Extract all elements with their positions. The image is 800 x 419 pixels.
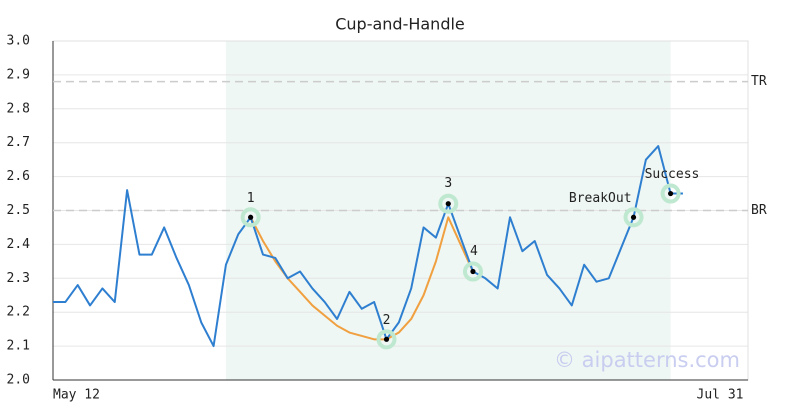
y-tick-label: 2.2	[7, 305, 30, 320]
annotation-dot	[445, 201, 451, 207]
annotation-halo	[462, 261, 483, 282]
y-tick-label: 2.6	[7, 169, 30, 184]
annotation-label: 4	[470, 244, 478, 259]
annotation-halo	[438, 193, 459, 214]
x-tick-label: Jul 31	[697, 388, 744, 403]
y-tick-label: 2.1	[7, 339, 30, 354]
annotation-label: 2	[383, 313, 391, 328]
y-tick-label: 2.3	[7, 271, 30, 286]
x-tick-label: May 12	[53, 388, 100, 403]
annotation-dot	[667, 190, 674, 197]
annotation-halo	[376, 329, 397, 350]
level-label: TR	[751, 74, 767, 89]
y-tick-label: 2.0	[7, 373, 30, 388]
series-line	[53, 145, 683, 348]
annotation-dot	[383, 336, 390, 342]
y-tick-label: 2.8	[7, 101, 30, 116]
y-tick-label: 2.5	[7, 203, 30, 218]
annotation-label: 1	[247, 191, 255, 206]
y-tick-label: 2.4	[7, 237, 31, 252]
chart-title: Cup-and-Handle	[335, 15, 465, 34]
annotation-dot	[630, 214, 637, 220]
annotation-label: BreakOut	[569, 191, 632, 206]
y-tick-label: 2.9	[7, 67, 30, 82]
watermark: © aipatterns.com	[554, 348, 740, 372]
annotation-label: Success	[645, 167, 700, 182]
annotation-halo	[623, 207, 644, 228]
y-tick-label: 3.0	[7, 34, 30, 49]
y-tick-label: 2.7	[7, 135, 30, 150]
annotation-label: 3	[444, 176, 452, 191]
annotation-dot	[248, 214, 254, 220]
level-label: BR	[751, 203, 767, 218]
annotation-halo	[240, 207, 261, 228]
annotation-halo	[660, 183, 681, 204]
annotation-dot	[470, 268, 476, 275]
